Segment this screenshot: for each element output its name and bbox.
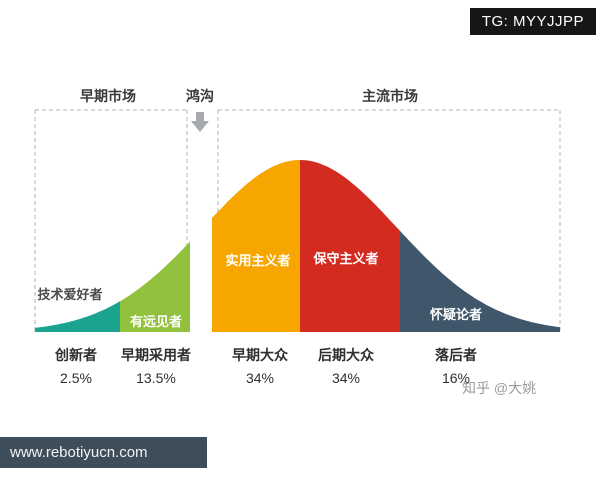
segment-percent: 34% (331, 370, 361, 386)
persona-label-early-majority: 实用主义者 (225, 253, 291, 268)
curve-segment-3 (300, 160, 400, 332)
curve-segment-2 (212, 160, 300, 332)
telegram-badge: TG: MYYJJPP (469, 8, 596, 35)
segment-name: 早期采用者 (121, 347, 191, 363)
segment-label-early-adopters: 早期采用者 13.5% (121, 345, 191, 386)
segment-percent: 16% (441, 370, 471, 386)
segment-label-early-majority: 早期大众 34% (232, 345, 288, 386)
chasm-down-arrow-icon (191, 112, 209, 132)
chasm-label: 鸿沟 (186, 88, 214, 104)
website-url-bar: www.rebotiyucn.com (0, 437, 207, 468)
persona-label-early-adopters: 有远见者 (129, 314, 183, 329)
segment-percent: 2.5% (60, 370, 92, 386)
curve-segment-1 (120, 241, 190, 332)
segment-name: 后期大众 (318, 347, 374, 363)
segment-name: 早期大众 (232, 347, 288, 363)
segment-name: 创新者 (55, 347, 97, 363)
curve-segment-0 (35, 301, 120, 332)
curve-segment-4 (400, 230, 560, 332)
segment-name: 落后者 (435, 347, 477, 363)
segment-percent: 34% (245, 370, 275, 386)
curve-segments (35, 160, 560, 332)
persona-label-late-majority: 保守主义者 (313, 251, 379, 266)
segment-label-late-majority: 后期大众 34% (318, 345, 374, 386)
segment-percent: 13.5% (136, 370, 176, 386)
persona-label-innovators: 技术爱好者 (37, 287, 103, 302)
segment-label-innovators: 创新者 2.5% (55, 345, 97, 386)
mainstream-market-label: 主流市场 (362, 88, 418, 104)
early-market-label: 早期市场 (80, 88, 136, 104)
zhihu-watermark: 知乎 @大姚 (462, 380, 537, 396)
persona-label-laggards: 怀疑论者 (429, 307, 483, 322)
market-bracket-dashes (34, 109, 561, 331)
segment-label-laggards: 落后者 16% (435, 345, 477, 386)
